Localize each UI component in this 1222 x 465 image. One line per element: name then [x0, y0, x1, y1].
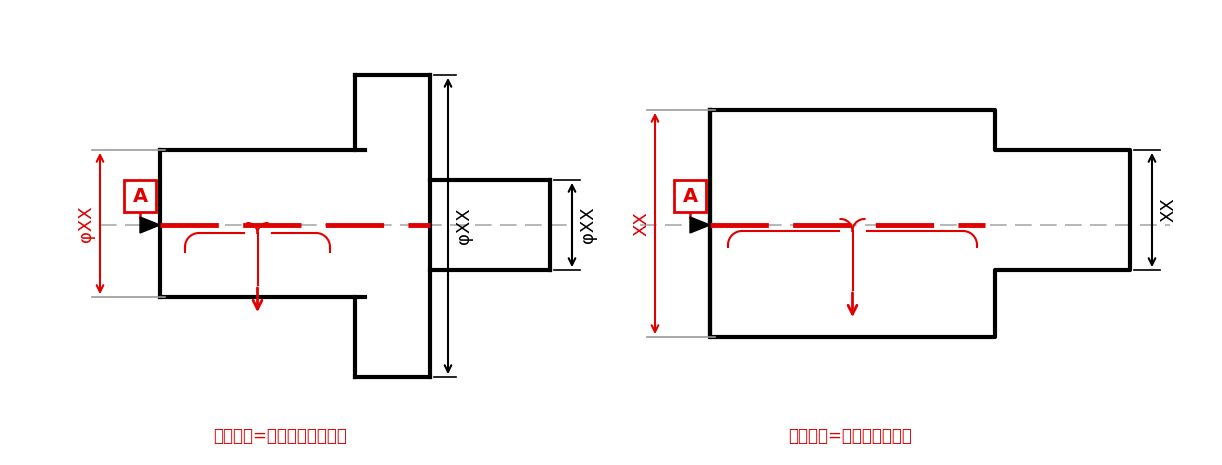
- Text: データム=左側円筒の中心線: データム=左側円筒の中心線: [213, 427, 347, 445]
- Text: φXX: φXX: [579, 206, 598, 243]
- Bar: [675, 180, 706, 212]
- Polygon shape: [141, 217, 160, 233]
- Text: データム=左側の中心平面: データム=左側の中心平面: [788, 427, 912, 445]
- Text: φXX: φXX: [455, 208, 473, 244]
- Text: XX: XX: [632, 211, 650, 236]
- Bar: [123, 180, 156, 212]
- Text: A: A: [682, 186, 698, 206]
- Text: A: A: [132, 186, 148, 206]
- Text: φXX: φXX: [77, 205, 95, 242]
- Text: XX: XX: [1158, 198, 1177, 222]
- Polygon shape: [690, 217, 710, 233]
